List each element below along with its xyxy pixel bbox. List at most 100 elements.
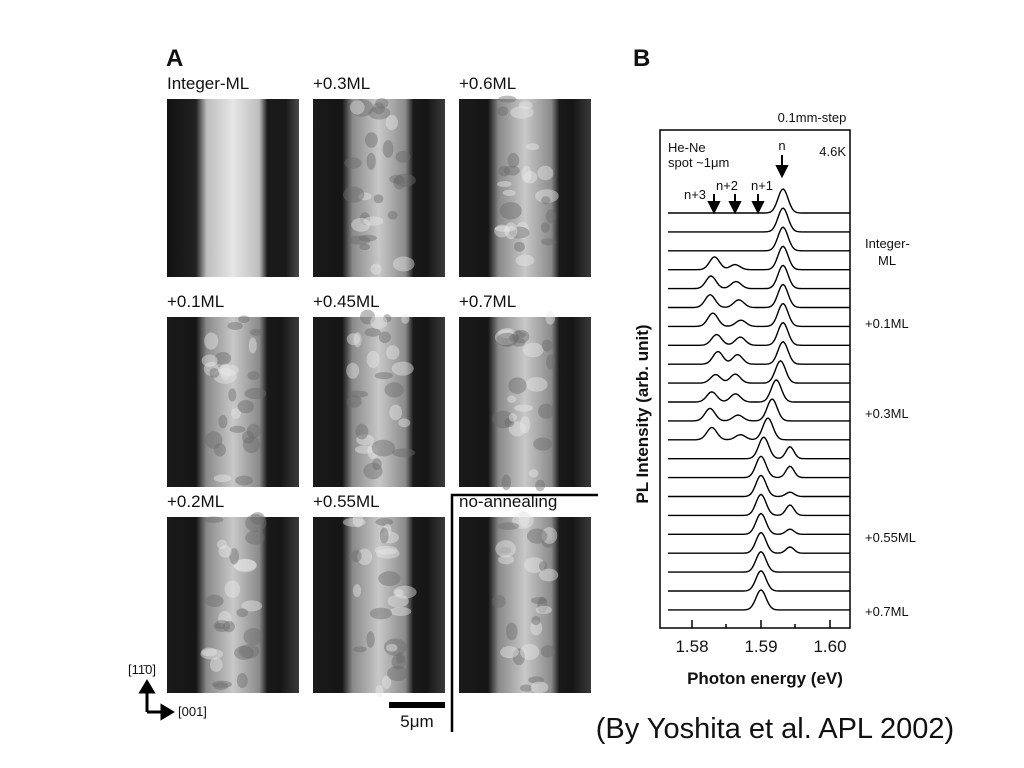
image-label: +0.2ML <box>167 492 224 511</box>
texture <box>539 561 548 572</box>
texture <box>541 339 553 352</box>
spectrum <box>668 455 850 479</box>
texture <box>522 342 544 358</box>
peak-label: n+1 <box>751 178 773 193</box>
texture <box>363 216 384 226</box>
side-label: ML <box>878 253 896 268</box>
texture <box>503 165 520 176</box>
texture <box>373 194 384 204</box>
texture <box>368 106 391 120</box>
texture <box>357 548 373 566</box>
texture <box>209 367 220 378</box>
texture <box>394 589 404 597</box>
texture <box>494 329 517 346</box>
texture <box>219 363 231 381</box>
texture <box>515 254 535 267</box>
texture <box>539 568 559 582</box>
texture <box>535 479 546 492</box>
texture <box>508 413 517 422</box>
texture <box>244 387 267 400</box>
side-label: +0.3ML <box>865 406 909 421</box>
x-ticks <box>691 620 831 628</box>
spectrum <box>668 550 850 573</box>
spectrum <box>668 569 850 592</box>
texture <box>393 585 417 599</box>
texture <box>537 596 548 614</box>
texture <box>530 620 543 636</box>
texture <box>521 165 532 183</box>
texture <box>523 557 545 573</box>
texture <box>498 165 510 177</box>
texture <box>498 547 512 554</box>
micrographs: Integer-ML +0.3ML +0.6ML +0.1ML +0.45ML +0.7M… <box>167 74 591 697</box>
texture <box>498 328 516 339</box>
texture <box>393 176 406 190</box>
texture <box>375 685 384 697</box>
texture <box>347 390 369 398</box>
spectrum <box>668 226 850 252</box>
texture <box>395 652 406 664</box>
texture <box>507 395 517 403</box>
texture <box>353 332 362 348</box>
texture <box>497 181 512 188</box>
texture <box>535 605 552 615</box>
texture <box>498 555 515 565</box>
texture <box>218 545 232 558</box>
texture <box>230 408 241 419</box>
texture <box>211 680 233 688</box>
spectrum <box>668 359 850 384</box>
side-label: +0.55ML <box>865 530 916 545</box>
spectrum <box>668 398 850 422</box>
texture <box>401 315 410 324</box>
texture <box>385 345 400 360</box>
image-label: +0.45ML <box>313 292 380 311</box>
spectrum <box>668 436 850 460</box>
micrograph <box>313 317 445 487</box>
texture <box>387 594 409 608</box>
texture <box>379 531 399 544</box>
texture <box>204 431 223 449</box>
texture <box>346 362 360 379</box>
texture <box>227 322 243 330</box>
side-label: Integer- <box>865 236 910 251</box>
peak-label: n <box>778 138 785 153</box>
texture <box>391 361 414 376</box>
image-label: +0.7ML <box>459 292 516 311</box>
texture <box>346 333 360 346</box>
x-tick-label: 1.59 <box>744 637 777 656</box>
texture <box>534 189 559 203</box>
texture <box>342 517 366 527</box>
y-axis-label: PL Intensity (arb. unit) <box>633 324 652 503</box>
texture <box>370 314 388 330</box>
texture <box>531 616 541 626</box>
texture <box>392 448 416 458</box>
peak-arrows <box>707 155 789 215</box>
texture <box>519 684 533 692</box>
texture <box>235 475 253 486</box>
note: He-Ne <box>668 140 706 155</box>
texture <box>358 192 372 201</box>
plot-frame <box>659 129 851 629</box>
texture <box>525 143 540 151</box>
texture <box>511 337 526 347</box>
texture <box>200 648 224 660</box>
texture <box>214 351 232 365</box>
texture <box>392 256 415 272</box>
texture <box>370 263 382 275</box>
texture <box>537 165 554 181</box>
texture <box>358 234 377 242</box>
texture <box>350 100 365 115</box>
texture <box>514 241 525 252</box>
texture <box>374 545 398 555</box>
texture <box>518 101 533 110</box>
texture <box>234 645 254 661</box>
texture <box>353 646 367 653</box>
texture <box>505 622 518 641</box>
texture <box>352 584 362 598</box>
texture <box>498 95 517 103</box>
texture <box>350 99 374 117</box>
texture <box>389 174 405 184</box>
texture <box>215 622 226 630</box>
texture <box>232 559 257 572</box>
orientation-arrows <box>138 679 175 721</box>
